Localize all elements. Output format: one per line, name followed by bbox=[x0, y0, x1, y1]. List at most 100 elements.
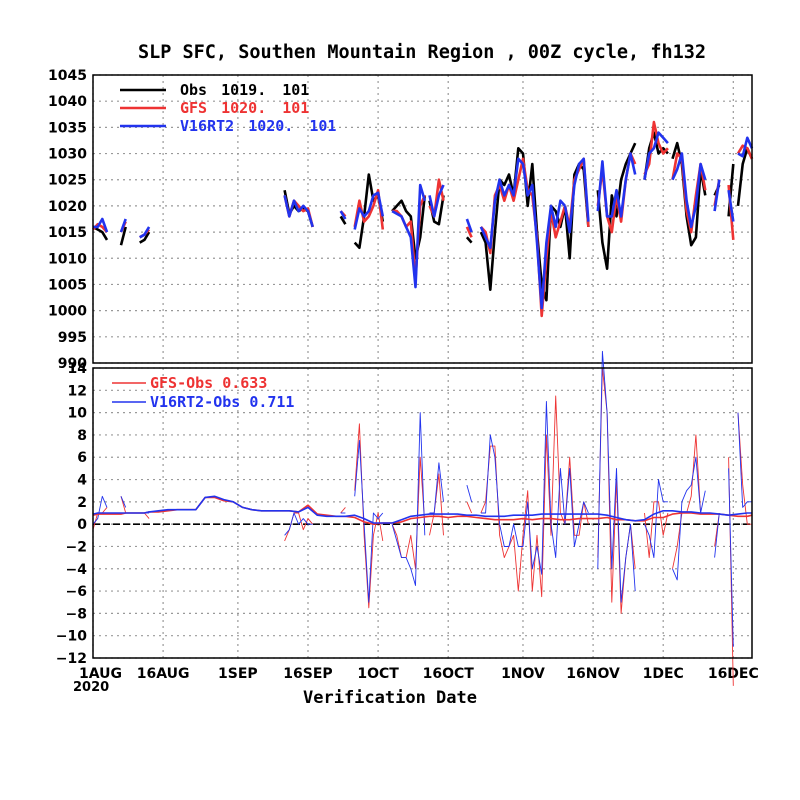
series-line bbox=[284, 512, 313, 536]
y-tick-label: 2 bbox=[77, 495, 87, 511]
y-tick-label: 0 bbox=[77, 517, 87, 533]
legend-stat2: 101 bbox=[282, 99, 309, 117]
series-line bbox=[353, 188, 385, 230]
series-line bbox=[139, 231, 151, 244]
legend-stat1: 1019. bbox=[221, 81, 266, 99]
y-tick-label: 4 bbox=[77, 473, 87, 489]
y-tick-label: 1000 bbox=[48, 304, 87, 320]
y-tick-label: 1020 bbox=[48, 199, 87, 215]
series-line bbox=[429, 473, 444, 536]
y-tick-label: −2 bbox=[66, 539, 87, 555]
series-line bbox=[465, 226, 473, 238]
series-line bbox=[564, 467, 589, 547]
series-line bbox=[92, 507, 108, 530]
series-line bbox=[93, 217, 109, 233]
x-tick-label: 16OCT bbox=[423, 666, 475, 682]
series-line bbox=[643, 131, 669, 180]
y-tick-label: 1040 bbox=[48, 94, 87, 110]
series-v16rt2-obs bbox=[92, 350, 752, 647]
series-line bbox=[429, 462, 444, 514]
series-gfs-obs bbox=[92, 367, 752, 686]
legend-label: GFS-Obs 0.633 bbox=[150, 374, 267, 392]
y-tick-label: 1030 bbox=[48, 147, 87, 163]
legend-name: Obs bbox=[180, 81, 207, 99]
series-line bbox=[644, 479, 668, 559]
series-line bbox=[391, 183, 427, 289]
legend-stat1: 1020. bbox=[248, 117, 293, 135]
series-line bbox=[119, 218, 127, 233]
legend-name: V16RT2-Obs bbox=[150, 393, 240, 411]
series-line bbox=[283, 195, 314, 228]
series-line bbox=[479, 157, 566, 310]
x-tick-label: 1NOV bbox=[501, 666, 545, 682]
legend-name: V16RT2 bbox=[180, 117, 234, 135]
y-tick-label: 1010 bbox=[48, 251, 87, 267]
y-tick-label: 1025 bbox=[48, 173, 87, 189]
legend-stat2: 101 bbox=[282, 81, 309, 99]
legend-name: GFS bbox=[180, 99, 207, 117]
y-tick-label: 1005 bbox=[48, 277, 87, 293]
y-tick-label: 6 bbox=[77, 450, 87, 466]
legend-label: V16RT2-Obs 0.711 bbox=[150, 393, 294, 411]
series-line bbox=[643, 120, 669, 176]
series-line bbox=[353, 191, 385, 230]
legend-stat: 0.711 bbox=[249, 393, 294, 411]
series-line bbox=[391, 412, 426, 586]
series-v16rt2 bbox=[93, 131, 754, 310]
x-year-label: 2020 bbox=[73, 680, 109, 695]
series-line bbox=[727, 190, 735, 222]
y-tick-label: 990 bbox=[58, 356, 87, 372]
y-tick-label: 1035 bbox=[48, 120, 87, 136]
series-line bbox=[340, 507, 346, 514]
series-v16rt2-obs-mean bbox=[92, 495, 752, 524]
series-line bbox=[596, 152, 637, 218]
y-tick-label: −8 bbox=[66, 606, 87, 622]
series-line bbox=[563, 157, 590, 234]
series-line bbox=[737, 136, 754, 158]
y-tick-label: 12 bbox=[68, 383, 87, 399]
series-line bbox=[597, 367, 636, 614]
series-line bbox=[597, 350, 636, 603]
y-tick-label: 1045 bbox=[48, 68, 87, 84]
series-line bbox=[480, 401, 566, 575]
x-tick-label: 1AUG bbox=[79, 666, 122, 682]
plot-frame bbox=[92, 74, 753, 364]
series-line bbox=[728, 468, 734, 647]
series-line bbox=[391, 195, 427, 260]
series-line bbox=[354, 440, 384, 603]
series-line bbox=[672, 456, 706, 581]
bottom-panel: −12 −10 −8 −6 −4 −2 0 2 4 6 8 10 12 14 1AUG 16AUG 1SEP 16… bbox=[56, 350, 759, 686]
series-line bbox=[139, 226, 151, 239]
legend-stat1: 1020. bbox=[221, 99, 266, 117]
series-line bbox=[428, 184, 445, 218]
series-line bbox=[737, 412, 752, 525]
legend-stat2: 101 bbox=[309, 117, 336, 135]
series-line bbox=[354, 423, 384, 609]
series-line bbox=[644, 501, 669, 559]
legend-label: Obs 1019. 101 bbox=[180, 81, 309, 99]
series-line bbox=[737, 412, 752, 508]
series-line bbox=[465, 218, 473, 233]
series-line bbox=[339, 215, 347, 225]
y-tick-label: −6 bbox=[66, 584, 87, 600]
x-axis-label: Verification Date bbox=[303, 688, 477, 708]
y-tick-label: 14 bbox=[68, 361, 88, 377]
legend-label: V16RT2 1020. 101 bbox=[180, 117, 336, 135]
series-line bbox=[92, 495, 752, 524]
x-tick-label: 16NOV bbox=[566, 666, 620, 682]
series-line bbox=[119, 226, 127, 246]
series-line bbox=[466, 484, 473, 502]
y-tick-label: −4 bbox=[66, 562, 88, 578]
series-line bbox=[339, 210, 347, 220]
legend-stat: 0.633 bbox=[222, 374, 267, 392]
series-line bbox=[391, 456, 426, 570]
x-tick-label: 1DEC bbox=[643, 666, 684, 682]
y-tick-label: −12 bbox=[56, 651, 87, 667]
top-panel: 990 995 1000 1005 1010 1015 1020 1025 1030 1035 10… bbox=[48, 68, 754, 372]
series-line bbox=[139, 512, 150, 519]
series-obs bbox=[92, 131, 754, 302]
legend-label: GFS 1020. 101 bbox=[180, 99, 309, 117]
